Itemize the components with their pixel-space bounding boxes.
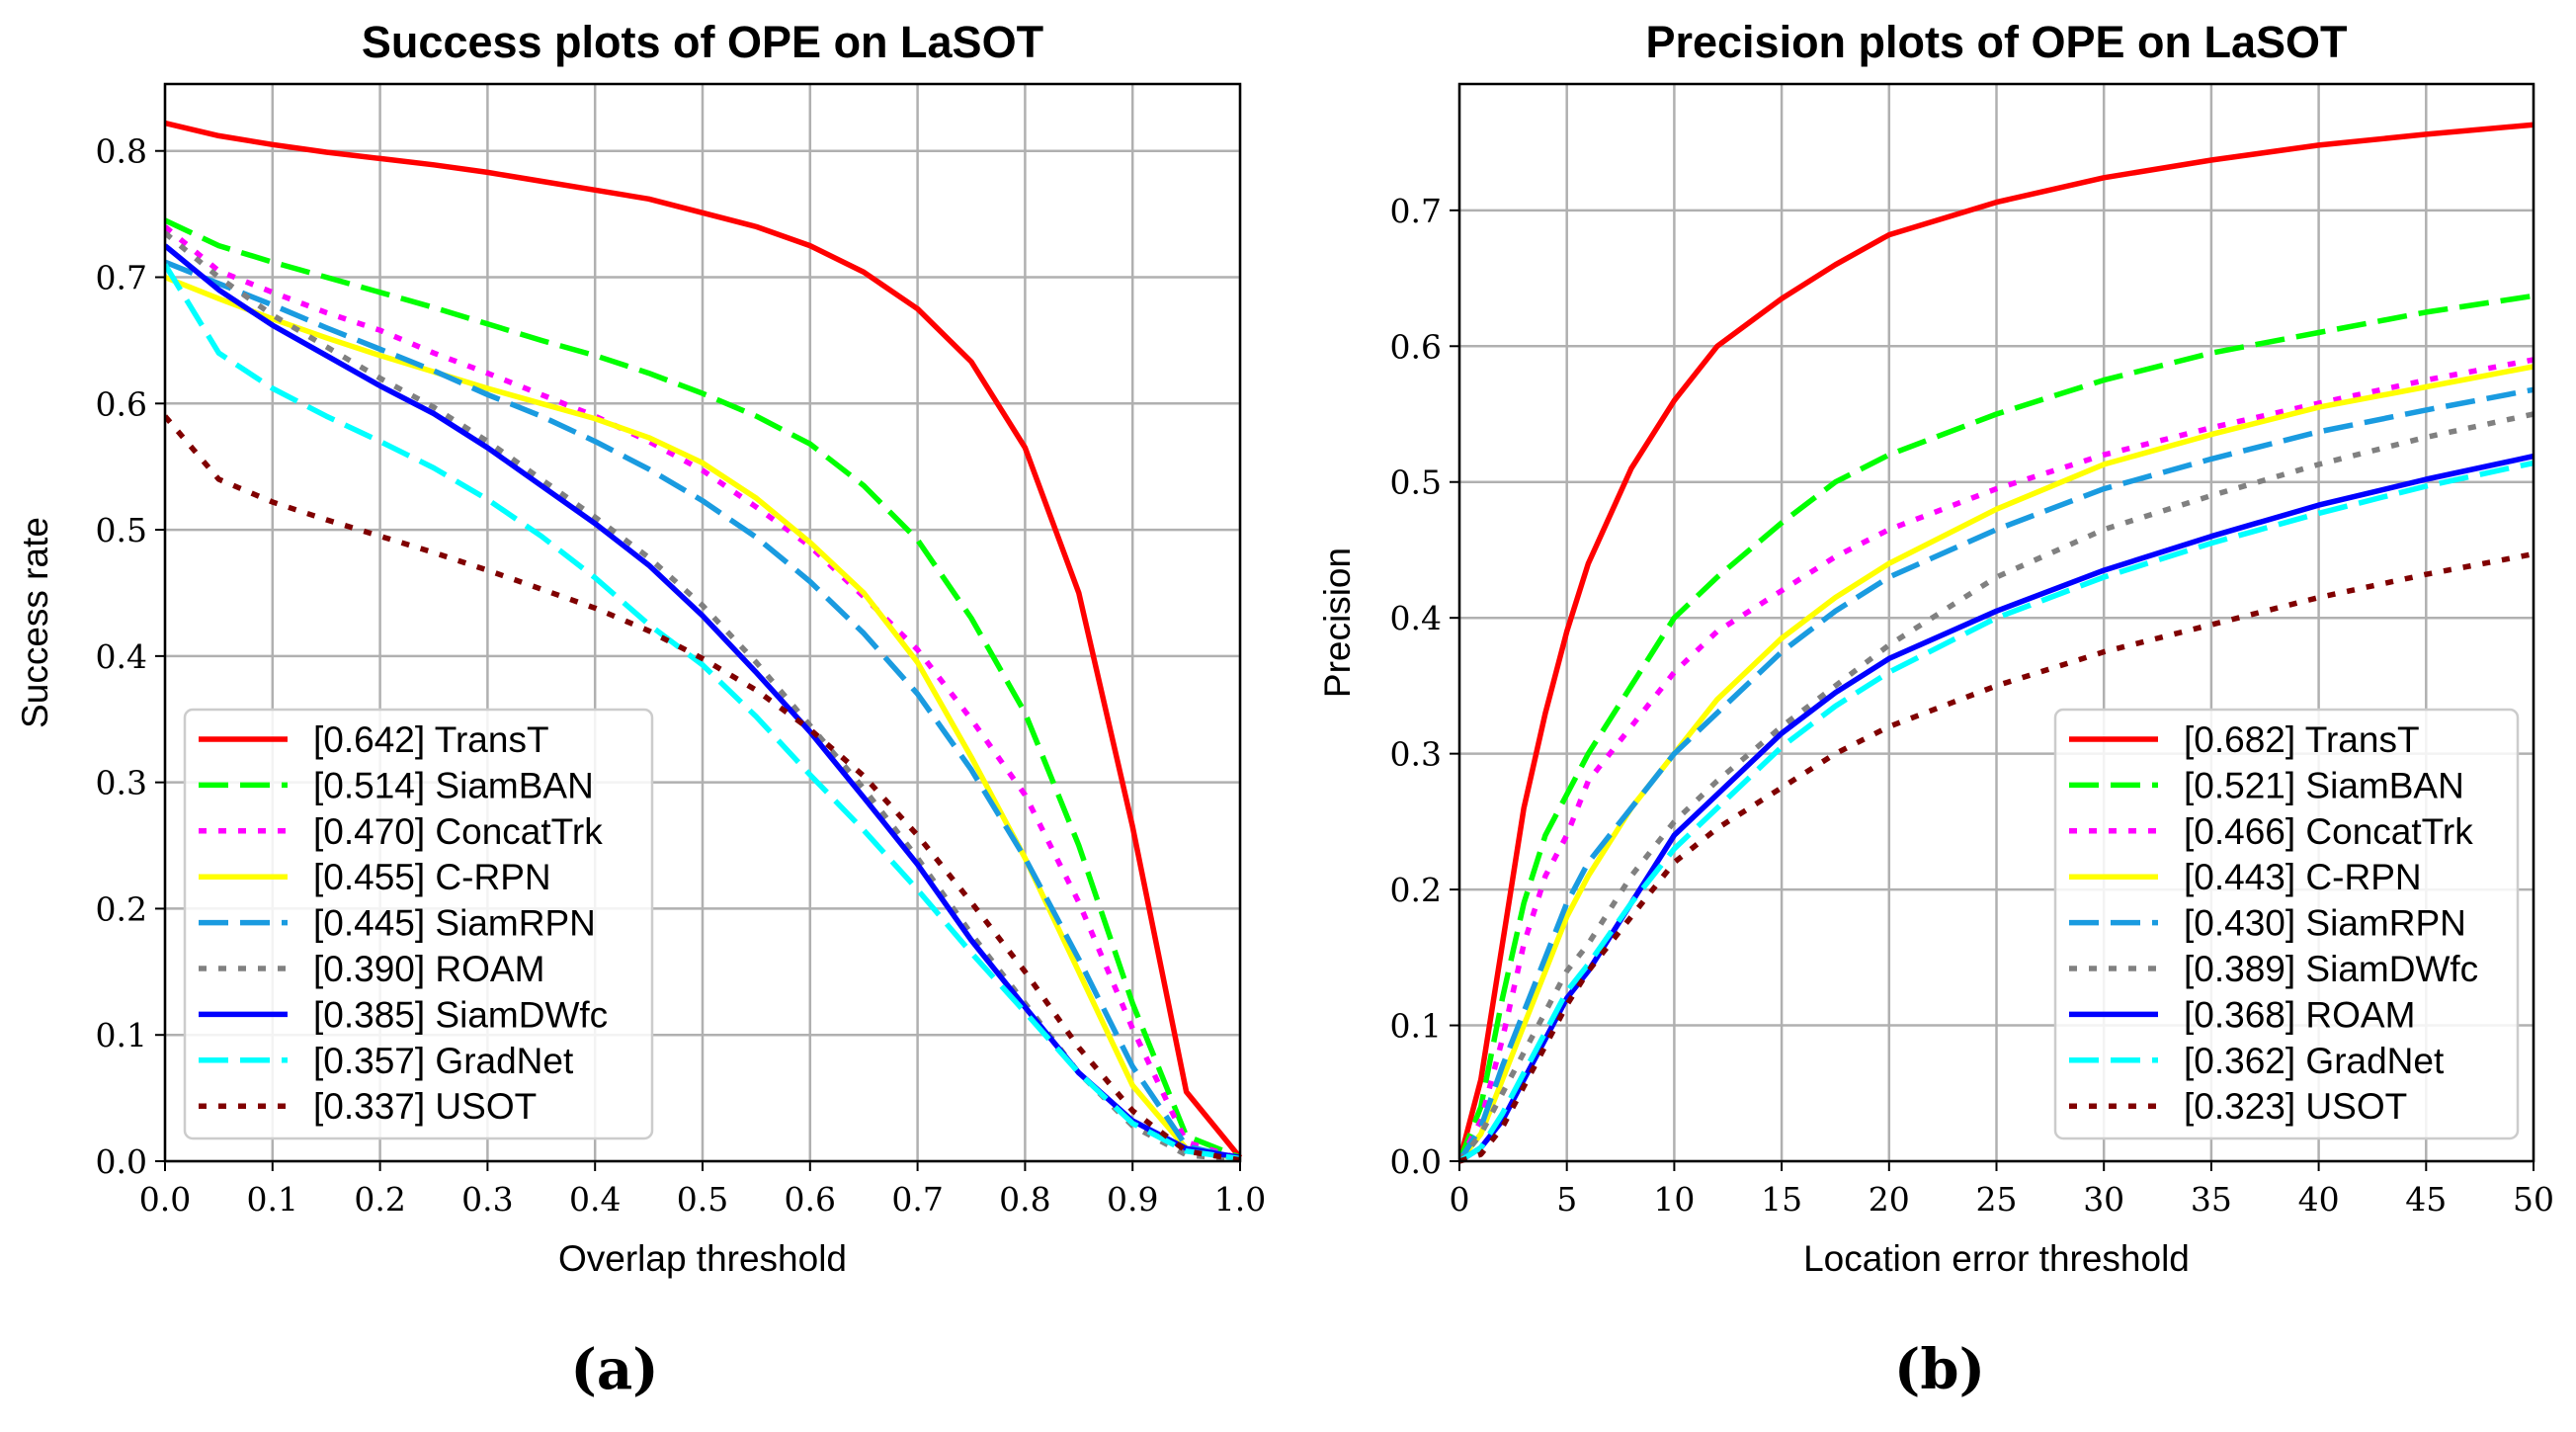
y-tick-label: 0.1 (1390, 1007, 1442, 1046)
y-tick-label: 0.3 (1390, 735, 1442, 774)
legend-label: [0.642] TransT (313, 719, 549, 760)
success-plot-panel: 0.0 0.1 0.2 0.3 0.4 0.5 0.6 0.7 0.8 0.9 1.0 0.0 0.1 0… (15, 17, 1266, 1279)
series-lines (165, 120, 1243, 1163)
y-tick-label: 0.6 (96, 384, 147, 423)
series-line-gradnet (1459, 460, 2534, 1164)
legend-label: [0.443] C-RPN (2184, 857, 2422, 897)
x-tick-label: 1.0 (1214, 1180, 1266, 1219)
legend-label: [0.445] SiamRPN (313, 903, 596, 944)
x-tick-label: 20 (1869, 1180, 1910, 1219)
x-tick-label: 40 (2298, 1180, 2340, 1219)
x-tick-label: 0.3 (461, 1180, 513, 1219)
series-lines (1459, 122, 2534, 1164)
legend: [0.642] TransT [0.514] SiamBAN [0.470] Con… (183, 708, 654, 1140)
series-line-gradnet (165, 263, 1241, 1162)
legend-label: [0.337] USOT (313, 1086, 537, 1127)
legend-box (2053, 708, 2520, 1140)
y-tick-label: 0.3 (96, 764, 147, 802)
y-tick-label: 0.0 (96, 1142, 147, 1181)
x-tick-label: 15 (1761, 1180, 1802, 1219)
axes-frame (163, 82, 1242, 1163)
x-tick-label: 0.0 (139, 1180, 191, 1219)
chart-title: Precision plots of OPE on LaSOT (1645, 17, 2347, 67)
legend-label: [0.514] SiamBAN (313, 765, 594, 805)
x-tick-label: 10 (1653, 1180, 1695, 1219)
y-tick-label: 0.6 (1390, 327, 1442, 366)
legend-label: [0.368] ROAM (2184, 994, 2415, 1035)
y-tick-label: 0.7 (96, 259, 147, 297)
y-tick-label: 0.2 (1390, 871, 1442, 909)
x-tick-label: 0.1 (247, 1180, 298, 1219)
series-line-transt (165, 120, 1243, 1159)
y-tick-label: 0.2 (96, 889, 147, 928)
y-tick-label: 0.4 (1390, 599, 1442, 637)
series-line-siamban (165, 217, 1242, 1160)
x-tick-label: 0.8 (999, 1180, 1050, 1219)
series-line-c-rpn (165, 274, 1241, 1162)
caption-b: (b) (1894, 1337, 1985, 1402)
x-tick-label: 45 (2405, 1180, 2447, 1219)
legend-label: [0.323] USOT (2184, 1086, 2407, 1127)
x-axis-label: Overlap threshold (558, 1238, 847, 1279)
legend-label: [0.682] TransT (2184, 719, 2420, 760)
legend-label: [0.470] ConcatTrk (313, 811, 603, 852)
axes-frame (1457, 82, 2535, 1163)
precision-plot-panel: 0 5 10 15 20 25 30 35 40 45 50 0.0 0.1 0.2 0.3 0.4 0.5 0.… (1317, 17, 2554, 1279)
series-line-siamban (1459, 293, 2534, 1163)
series-line-usot (165, 414, 1241, 1163)
y-tick-label: 0.0 (1390, 1142, 1442, 1181)
x-tick-label: 25 (1976, 1180, 2018, 1219)
y-axis-label: Success rate (15, 517, 55, 728)
legend-label: [0.362] GradNet (2184, 1041, 2445, 1081)
legend-box (183, 708, 654, 1140)
y-tick-label: 0.8 (96, 132, 147, 171)
x-tick-label: 0.2 (354, 1180, 405, 1219)
series-line-siamrpn (165, 259, 1241, 1162)
x-tick-label: 30 (2083, 1180, 2124, 1219)
x-tick-label: 0 (1450, 1180, 1470, 1219)
legend-label: [0.389] SiamDWfc (2184, 949, 2478, 989)
legend-label: [0.466] ConcatTrk (2184, 811, 2473, 852)
x-tick-label: 35 (2191, 1180, 2232, 1219)
legend-label: [0.390] ROAM (313, 949, 544, 989)
x-tick-label: 0.7 (891, 1180, 943, 1219)
series-line-roam (1459, 453, 2534, 1164)
series-line-concattrk (165, 224, 1241, 1162)
x-tick-label: 0.5 (677, 1180, 728, 1219)
legend-label: [0.385] SiamDWfc (313, 994, 608, 1035)
legend-label: [0.521] SiamBAN (2184, 765, 2464, 805)
y-tick-label: 0.5 (96, 511, 147, 549)
legend-label: [0.357] GradNet (313, 1041, 574, 1081)
series-line-siamdwfc (1459, 411, 2534, 1163)
y-tick-label: 0.1 (96, 1016, 147, 1054)
x-axis-label: Location error threshold (1803, 1238, 2190, 1279)
x-tick-label: 50 (2513, 1180, 2554, 1219)
legend-label: [0.430] SiamRPN (2184, 903, 2466, 944)
x-tick-label: 0.9 (1107, 1180, 1158, 1219)
series-line-c-rpn (1459, 364, 2534, 1163)
legend: [0.682] TransT [0.521] SiamBAN [0.466] Con… (2053, 708, 2520, 1140)
series-line-transt (1459, 122, 2534, 1162)
caption-a: (a) (570, 1337, 658, 1402)
chart-title: Success plots of OPE on LaSOT (362, 17, 1043, 67)
series-line-usot (1459, 550, 2534, 1164)
x-tick-label: 5 (1556, 1180, 1577, 1219)
y-tick-label: 0.5 (1390, 463, 1442, 502)
y-axis-label: Precision (1317, 548, 1358, 698)
x-tick-label: 0.6 (785, 1180, 836, 1219)
y-tick-label: 0.4 (96, 637, 147, 676)
x-tick-label: 0.4 (569, 1180, 621, 1219)
y-tick-label: 0.7 (1390, 192, 1442, 230)
legend-label: [0.455] C-RPN (313, 857, 551, 897)
series-line-siamrpn (1459, 386, 2534, 1163)
